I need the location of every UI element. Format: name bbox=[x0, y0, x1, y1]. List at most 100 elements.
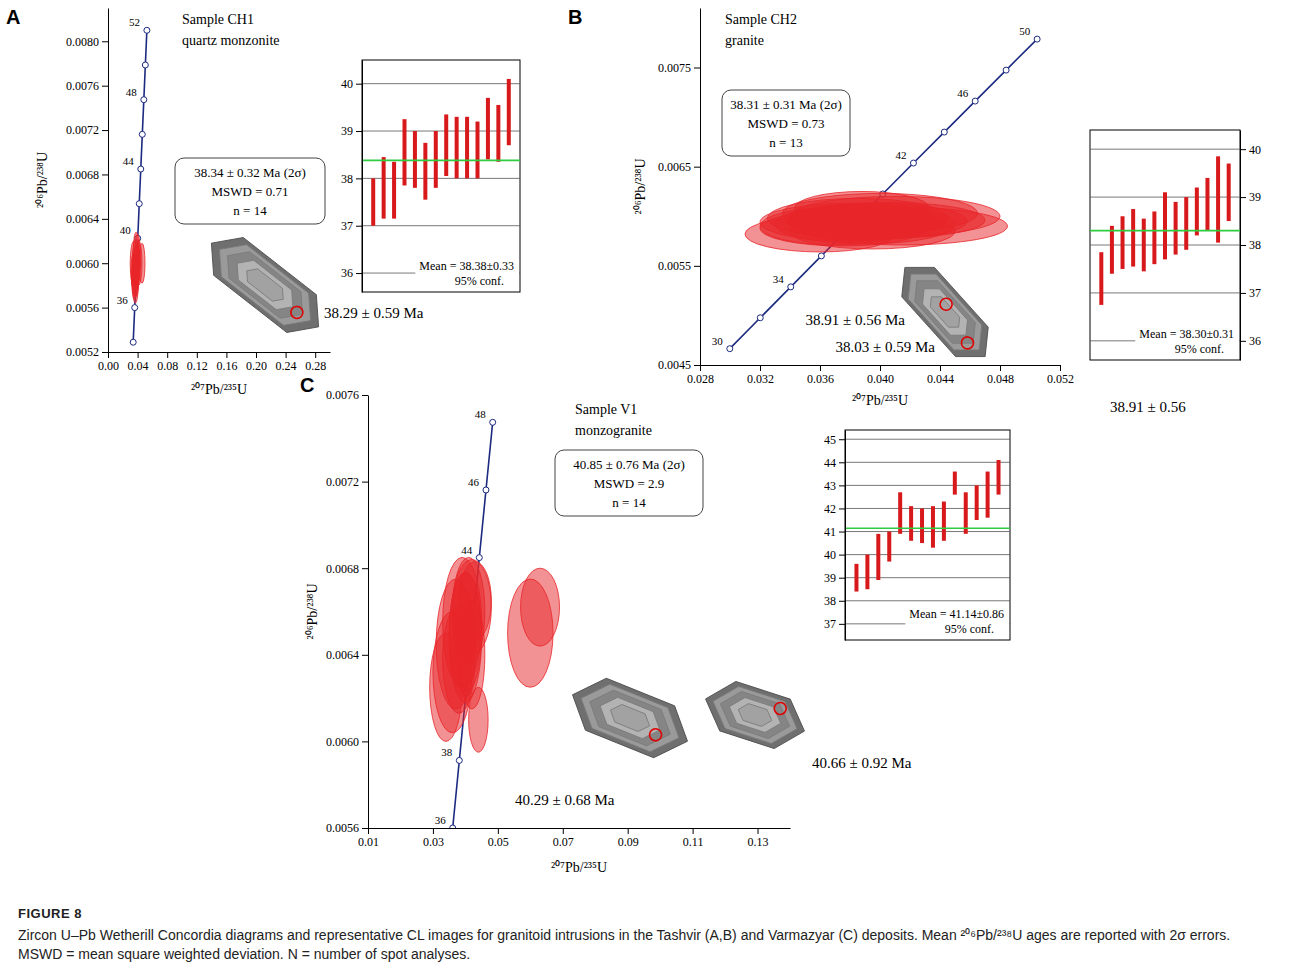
tick-label: 40 bbox=[824, 548, 836, 562]
age-error-bar bbox=[986, 472, 990, 518]
zircon-zone bbox=[595, 692, 666, 743]
mean-line bbox=[845, 528, 1010, 530]
plot-marks bbox=[130, 27, 150, 345]
age-error-bar bbox=[496, 105, 500, 162]
tick-mark bbox=[839, 439, 845, 440]
spot-label: 38.29 ± 0.59 Ma bbox=[324, 305, 424, 321]
stats-text: n = 14 bbox=[233, 203, 267, 218]
zircon-zone bbox=[197, 224, 334, 346]
age-error-bar bbox=[434, 131, 438, 188]
tick-mark bbox=[839, 624, 845, 625]
tick: 0.28 bbox=[305, 352, 326, 373]
age-marker bbox=[910, 160, 916, 166]
inset-frame bbox=[362, 60, 520, 292]
inset-frame bbox=[1090, 130, 1240, 360]
y-axis-line bbox=[368, 396, 369, 829]
caption-line: MSWD = mean square weighted deviation. N… bbox=[18, 946, 470, 962]
age-error-bar bbox=[455, 117, 459, 179]
tick-mark bbox=[362, 395, 368, 396]
tick: 0.036 bbox=[807, 365, 834, 386]
zircon-zone bbox=[607, 701, 653, 734]
age-label: 34 bbox=[773, 273, 785, 285]
tick-label: 37 bbox=[341, 219, 353, 233]
tick-label: 0.04 bbox=[128, 359, 149, 373]
age-marker bbox=[972, 98, 978, 104]
zircon-zone bbox=[916, 281, 975, 343]
mean-line bbox=[362, 160, 520, 162]
panel-letter: B bbox=[568, 6, 582, 28]
tick: 38 bbox=[824, 594, 845, 608]
grid-line bbox=[362, 225, 520, 226]
age-label: 46 bbox=[468, 476, 480, 488]
spot-label-group: 40.29 ± 0.68 Ma bbox=[513, 792, 617, 808]
zircon-zone bbox=[698, 674, 813, 756]
age-marker bbox=[1003, 67, 1009, 73]
grid-line bbox=[845, 508, 1010, 509]
age-error-bar bbox=[1099, 252, 1103, 305]
tick-label: 0.03 bbox=[423, 835, 444, 849]
y-axis: 0.00450.00550.00650.0075 bbox=[658, 9, 701, 373]
stats-text: n = 13 bbox=[769, 135, 802, 150]
age-label: 48 bbox=[126, 86, 138, 98]
tick-label: 0.28 bbox=[305, 359, 326, 373]
tick-label: 37 bbox=[824, 617, 836, 631]
tick: 0.08 bbox=[157, 352, 178, 373]
panel: 36384446480.010.030.050.070.090.110.130.… bbox=[300, 374, 1010, 875]
tick-mark bbox=[356, 273, 362, 274]
label-ground bbox=[322, 305, 426, 321]
tick: 0.0076 bbox=[66, 79, 108, 93]
mean-text-box: Mean = 38.38±0.3395% conf. bbox=[415, 256, 519, 291]
age-error-bar bbox=[392, 162, 396, 219]
age-marker bbox=[818, 253, 824, 259]
tick: 37 bbox=[824, 617, 845, 631]
cl-image bbox=[197, 224, 334, 346]
x-axis-line bbox=[109, 352, 331, 353]
grid-line bbox=[362, 131, 520, 132]
x-axis: 0.010.030.050.070.090.110.13 bbox=[358, 828, 791, 849]
age-label: 30 bbox=[712, 335, 724, 347]
tick-mark bbox=[694, 266, 700, 267]
conf-label: 95% conf. bbox=[455, 274, 504, 288]
panel: 30344246500.0280.0320.0360.0400.0440.048… bbox=[568, 6, 1261, 415]
tick-mark bbox=[167, 352, 168, 358]
tick-label: 0.01 bbox=[358, 835, 379, 849]
tick: 0.0064 bbox=[326, 648, 368, 662]
mean-line bbox=[1090, 230, 1240, 232]
tick: 42 bbox=[824, 502, 845, 516]
zircon-zone bbox=[582, 684, 677, 753]
tick-mark bbox=[839, 508, 845, 509]
tick-label: 0.028 bbox=[687, 372, 714, 386]
stats-box bbox=[175, 158, 325, 224]
age-marker bbox=[130, 339, 136, 345]
age-error-bar bbox=[465, 117, 469, 179]
age-error-bar bbox=[909, 506, 913, 541]
tick-label: 0.07 bbox=[553, 835, 574, 849]
grid-line bbox=[362, 83, 520, 84]
tick-mark bbox=[1240, 293, 1246, 294]
age-marker bbox=[132, 305, 138, 311]
tick: 39 bbox=[1240, 190, 1261, 204]
tick: 36 bbox=[341, 266, 362, 280]
tick-label: 0.16 bbox=[216, 359, 237, 373]
age-error-bar bbox=[931, 506, 935, 548]
tick-mark bbox=[362, 828, 368, 829]
tick-mark bbox=[839, 462, 845, 463]
inset-frame bbox=[845, 430, 1010, 640]
tick-mark bbox=[839, 555, 845, 556]
tick: 0.24 bbox=[276, 352, 297, 373]
label-ground bbox=[810, 755, 914, 771]
tick-mark bbox=[286, 352, 287, 358]
inset: 3637383940Mean = 38.30±0.3195% conf. bbox=[1090, 130, 1261, 361]
age-label: 48 bbox=[475, 408, 487, 420]
tick-label: 38 bbox=[341, 172, 353, 186]
tick-label: 0.052 bbox=[1047, 372, 1074, 386]
age-error-bar bbox=[876, 534, 880, 580]
age-label: 36 bbox=[117, 294, 129, 306]
age-label: 36 bbox=[435, 814, 447, 826]
age-marker bbox=[757, 315, 763, 321]
subtitle: monzogranite bbox=[575, 423, 652, 438]
error-ellipse bbox=[139, 243, 145, 283]
y-axis: 0.00560.00600.00640.00680.00720.0076 bbox=[326, 388, 369, 835]
age-error-bar bbox=[1184, 197, 1188, 250]
age-label: 44 bbox=[461, 544, 473, 556]
